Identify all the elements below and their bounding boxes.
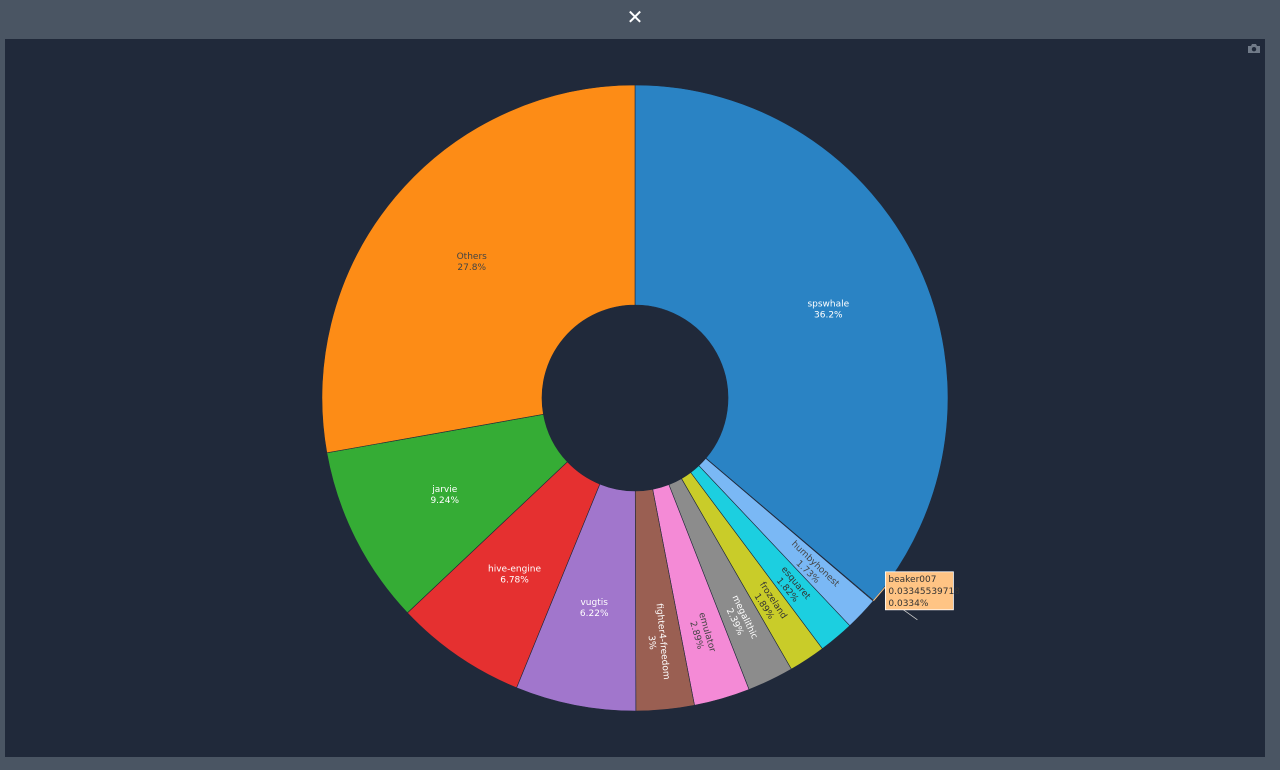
- slice-percent: 3%: [646, 635, 657, 651]
- tooltip-line-1: beaker007: [888, 575, 936, 585]
- slice-name: vugtis: [580, 598, 608, 608]
- pie-slice-jarvie[interactable]: [326, 413, 568, 614]
- camera-icon[interactable]: [1247, 43, 1261, 54]
- tooltip-box: [885, 571, 954, 611]
- slice-label-spswhale: spswhale 36.2%: [807, 300, 849, 321]
- slice-percent: 36.2%: [814, 311, 843, 321]
- slice-label-vugtis: vugtis 6.22%: [580, 598, 609, 619]
- pie-chart[interactable]: spswhale 36.2%humbyhonest1.73%esquaret1.8…: [5, 39, 1265, 757]
- slice-name: hive-engine: [488, 565, 541, 575]
- chart-panel: spswhale 36.2% humbyhonest1.73% esquaret1.8…: [5, 39, 1265, 757]
- slice-name: Others: [457, 252, 488, 262]
- pie-slice-others[interactable]: [321, 84, 636, 454]
- pie-slices: [321, 84, 949, 712]
- slice-percent: 27.8%: [457, 263, 486, 273]
- tooltip-tail: [903, 609, 918, 621]
- slice-name: jarvie: [431, 485, 458, 495]
- hover-tooltip: beaker007 0.03345539718 0.0334%: [873, 571, 960, 621]
- tooltip-line-3: 0.0334%: [888, 599, 928, 609]
- tooltip-pointer: [873, 586, 886, 602]
- close-button[interactable]: ✕: [622, 4, 648, 30]
- pie-slice-hive-engine[interactable]: [406, 461, 601, 689]
- close-icon: ✕: [626, 5, 644, 29]
- slice-label-jarvie: jarvie 9.24%: [430, 485, 459, 506]
- slice-label-others: Others 27.8%: [457, 252, 488, 273]
- slice-label-hive-engine: hive-engine 6.78%: [488, 565, 541, 586]
- pie-slice-spswhale[interactable]: [634, 84, 949, 601]
- slice-percent: 9.24%: [430, 496, 459, 506]
- slice-percent: 6.78%: [500, 576, 529, 586]
- slice-percent: 6.22%: [580, 609, 609, 619]
- tooltip-line-2: 0.03345539718: [888, 587, 960, 597]
- slice-name: spswhale: [807, 300, 849, 310]
